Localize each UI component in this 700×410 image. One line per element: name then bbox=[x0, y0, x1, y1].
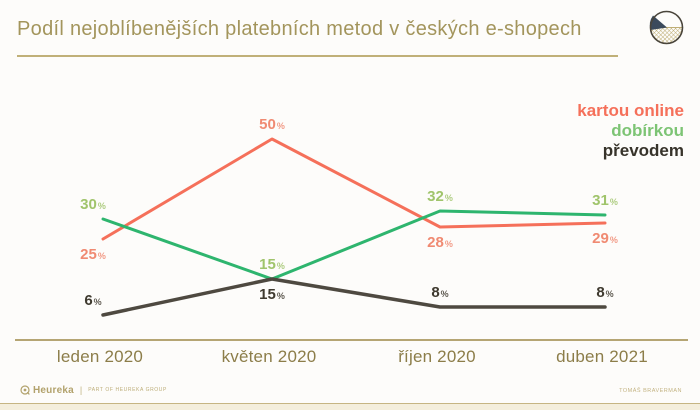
footer-strip bbox=[0, 404, 700, 410]
page-title: Podíl nejoblíbenějších platebních metod … bbox=[17, 18, 582, 40]
legend-item-prevodem: převodem bbox=[602, 141, 684, 160]
footer-note: TOMÁŠ BRAVERMAN bbox=[619, 388, 682, 394]
value-label: 29% bbox=[592, 230, 618, 247]
x-axis-label: říjen 2020 bbox=[398, 347, 476, 366]
value-label: 15% bbox=[259, 286, 285, 303]
brand-subtitle: PART OF HEUREKA GROUP bbox=[88, 387, 167, 393]
legend-item-kartou-online: kartou online bbox=[577, 101, 684, 120]
value-label: 32% bbox=[427, 188, 453, 205]
value-label: 6% bbox=[84, 292, 102, 309]
value-label: 8% bbox=[431, 284, 449, 301]
series-line-2 bbox=[101, 277, 607, 317]
x-axis-label: květen 2020 bbox=[221, 347, 317, 366]
value-label: 30% bbox=[80, 196, 106, 213]
legend-item-dobirkou: dobírkou bbox=[611, 121, 684, 140]
x-axis-label: leden 2020 bbox=[56, 347, 144, 366]
brand-name: Heureka bbox=[33, 384, 74, 396]
x-axis-line bbox=[15, 339, 688, 341]
heureka-logo: Heureka | PART OF HEUREKA GROUP bbox=[20, 383, 167, 397]
chart-legend: kartou online dobírkou převodem bbox=[577, 101, 684, 161]
value-label: 15% bbox=[259, 256, 285, 273]
title-underline bbox=[17, 55, 618, 57]
value-label: 50% bbox=[259, 116, 285, 133]
series-line-0 bbox=[101, 137, 607, 241]
heureka-logo-icon bbox=[20, 385, 30, 395]
value-label: 8% bbox=[596, 284, 614, 301]
value-label: 25% bbox=[80, 246, 106, 263]
footer-divider bbox=[0, 403, 700, 404]
value-label: 28% bbox=[427, 234, 453, 251]
x-axis-label: duben 2021 bbox=[556, 347, 648, 366]
pie-chart-icon bbox=[649, 10, 684, 45]
series-line-1 bbox=[101, 209, 607, 281]
brand-separator: | bbox=[79, 385, 83, 395]
value-label: 31% bbox=[592, 192, 618, 209]
